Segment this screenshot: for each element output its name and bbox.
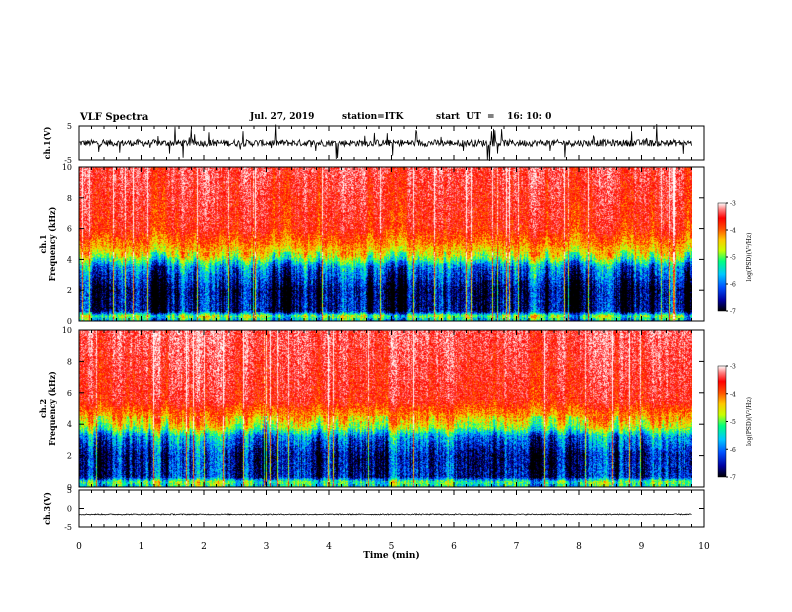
y-tick-label: 6 xyxy=(67,389,72,398)
ch1-waveform-panel: 5 -5 ch.1(V) xyxy=(42,122,705,165)
y-axis-label: Frequency (kHz) xyxy=(47,371,57,446)
y-axis-label: ch.2 xyxy=(38,399,48,418)
y-tick-label: 6 xyxy=(67,225,72,234)
y-tick-label: 2 xyxy=(67,286,72,295)
colorbar-ch2: -3 -4 -5 -6 -7 log(PSD)(V²/Hz) xyxy=(717,364,753,482)
colorbar-tick-label: -3 xyxy=(730,364,736,371)
waveform-trace xyxy=(78,123,692,162)
panel-frame xyxy=(78,489,705,528)
y-axis-label: Frequency (kHz) xyxy=(47,206,57,281)
colorbar-tick-label: -4 xyxy=(730,391,736,398)
y-tick-label: 0 xyxy=(67,483,72,492)
y-axis-label: ch.3(V) xyxy=(42,492,52,525)
y-tick-label: 10 xyxy=(62,326,72,335)
start-time-label: start UT = 16: 10: 0 xyxy=(436,112,552,122)
spectrogram-image xyxy=(79,167,692,321)
colorbar-tick-label: -7 xyxy=(730,309,736,316)
y-tick-label: -5 xyxy=(64,523,72,532)
colorbar-tick-label: -6 xyxy=(730,282,736,289)
colorbar-tick-label: -5 xyxy=(730,419,736,426)
ch3-waveform-panel: 50-5ch.3(V) xyxy=(42,486,705,532)
y-tick-label: -5 xyxy=(64,156,72,165)
y-tick-label: 2 xyxy=(67,452,72,461)
waveform-trace xyxy=(78,513,692,516)
y-tick-label: 0 xyxy=(67,317,72,326)
colorbar-gradient xyxy=(717,202,727,312)
colorbar-tick-label: -4 xyxy=(730,228,736,235)
x-tick-label: 10 xyxy=(698,542,710,552)
y-tick-label: 5 xyxy=(67,486,72,495)
x-tick-label: 0 xyxy=(76,542,82,552)
colorbar-tick-label: -7 xyxy=(730,475,736,482)
y-tick-label: 8 xyxy=(67,357,72,366)
y-tick-label: 4 xyxy=(67,255,72,264)
y-axis-label: ch.1(V) xyxy=(42,126,52,159)
y-tick-label: 5 xyxy=(67,122,72,131)
ch2-spectrogram-panel: 0 2 4 6 8 10 ch.2 Frequency (kHz) xyxy=(38,326,705,492)
y-axis-label: ch.1 xyxy=(38,234,48,253)
y-tick-label: 4 xyxy=(67,420,72,429)
x-tick-label: 1 xyxy=(139,542,145,552)
colorbar-tick-label: -5 xyxy=(730,255,736,262)
y-tick-label: 8 xyxy=(67,194,72,203)
y-tick-label: 0 xyxy=(67,505,72,514)
plot-title: VLF Spectra xyxy=(80,112,149,123)
colorbar-ch1: -3 -4 -5 -6 -7 log(PSD)(V²/Hz) xyxy=(717,201,753,316)
x-tick-label: 7 xyxy=(514,542,520,552)
date-label: Jul. 27, 2019 xyxy=(250,112,315,122)
colorbar-tick-label: -3 xyxy=(730,201,736,208)
x-tick-label: 6 xyxy=(451,542,457,552)
x-tick-label: 2 xyxy=(201,542,207,552)
station-label: station=ITK xyxy=(342,112,404,122)
x-axis-label: Time (min) xyxy=(363,550,420,561)
y-tick-label: 10 xyxy=(62,163,72,172)
colorbar-tick-label: -6 xyxy=(730,447,736,454)
colorbar-label: log(PSD)(V²/Hz) xyxy=(746,233,753,282)
ch1-spectrogram-panel: 0 2 4 6 8 10 ch.1 Frequency (kHz) xyxy=(38,163,705,326)
colorbar-label: log(PSD)(V²/Hz) xyxy=(746,397,753,446)
colorbar-gradient xyxy=(717,365,727,478)
time-axis: 0 1 2 3 4 5 6 7 8 9 10 Time (min) xyxy=(76,542,710,561)
x-tick-label: 3 xyxy=(264,542,270,552)
spectrogram-image xyxy=(79,330,692,487)
x-tick-label: 8 xyxy=(576,542,582,552)
x-tick-label: 5 xyxy=(389,542,395,552)
x-tick-label: 9 xyxy=(639,542,645,552)
x-tick-label: 4 xyxy=(326,542,332,552)
